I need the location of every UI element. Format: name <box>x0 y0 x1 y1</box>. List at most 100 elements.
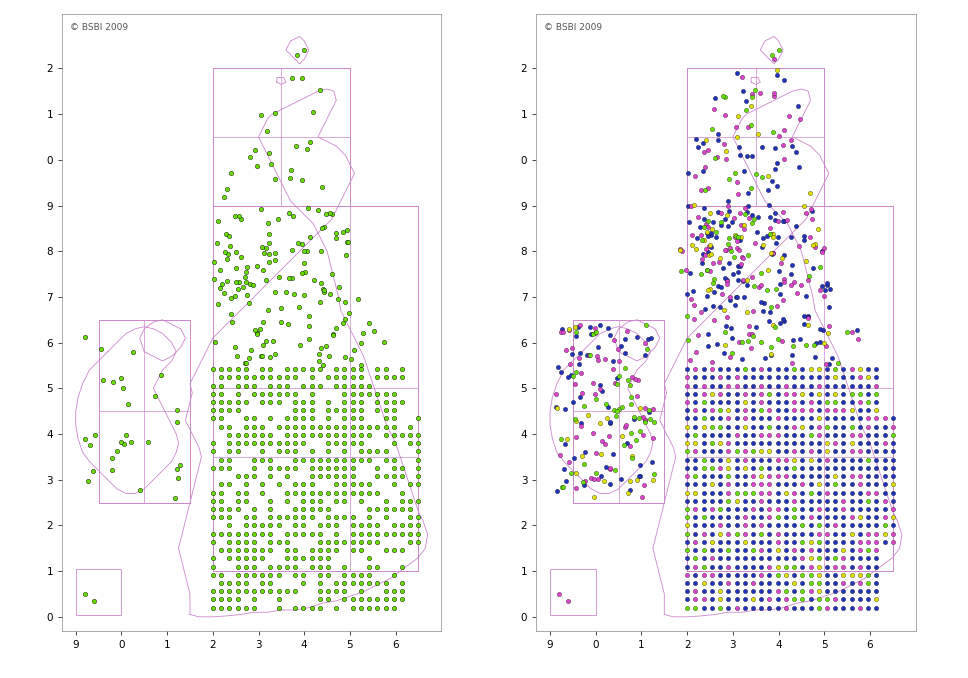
Point <box>704 388 719 399</box>
Point <box>553 450 568 461</box>
Point <box>238 479 254 490</box>
Point <box>279 363 294 374</box>
Point <box>753 536 769 547</box>
Point <box>738 203 753 214</box>
Point <box>295 496 311 506</box>
Point <box>818 285 833 296</box>
Point <box>255 553 270 563</box>
Point <box>345 454 360 465</box>
Point <box>573 420 589 431</box>
Point <box>267 108 283 119</box>
Point <box>320 504 336 515</box>
Point <box>279 446 294 457</box>
Point <box>213 462 228 473</box>
Point <box>109 445 125 456</box>
Point <box>219 184 234 195</box>
Point <box>271 479 287 490</box>
Point <box>273 317 288 327</box>
Point <box>786 496 802 506</box>
Point <box>337 388 352 399</box>
Point <box>312 380 327 391</box>
Point <box>386 479 402 490</box>
Point <box>828 602 843 613</box>
Point <box>831 358 846 369</box>
Point <box>320 512 336 523</box>
Point <box>696 553 711 563</box>
Point <box>711 256 727 267</box>
Point <box>704 536 719 547</box>
Point <box>795 438 810 449</box>
Point <box>593 471 609 481</box>
Point <box>633 402 649 413</box>
Point <box>279 471 294 481</box>
Point <box>328 233 344 243</box>
Point <box>222 429 237 440</box>
Point <box>795 528 810 539</box>
Point <box>229 380 245 391</box>
Point <box>729 586 744 597</box>
Point <box>225 317 240 327</box>
Point <box>312 602 327 613</box>
Point <box>764 176 779 186</box>
Point <box>868 454 884 465</box>
Point <box>629 332 645 343</box>
Point <box>720 520 736 531</box>
Point <box>844 429 860 440</box>
Point <box>312 471 327 481</box>
Point <box>811 380 827 391</box>
Point <box>680 536 695 547</box>
Point <box>238 266 254 277</box>
Point <box>729 553 744 563</box>
Point <box>216 192 231 203</box>
Point <box>802 462 818 473</box>
Point <box>318 340 334 351</box>
Point <box>732 149 747 160</box>
Point <box>828 421 843 432</box>
Point <box>605 448 620 459</box>
Point <box>696 578 711 589</box>
Point <box>786 602 802 613</box>
Point <box>238 561 254 572</box>
Point <box>786 528 802 539</box>
Point <box>386 372 402 383</box>
Point <box>636 479 651 490</box>
Point <box>366 325 381 336</box>
Point <box>729 132 744 142</box>
Point <box>295 413 311 424</box>
Point <box>820 279 835 290</box>
Point <box>304 496 319 506</box>
Point <box>861 512 876 523</box>
Point <box>262 438 278 449</box>
Point <box>284 273 299 283</box>
Point <box>700 216 715 226</box>
Point <box>687 421 703 432</box>
Point <box>624 453 640 464</box>
Point <box>772 279 788 290</box>
Point <box>704 230 719 241</box>
Point <box>745 446 761 457</box>
Point <box>320 536 336 547</box>
Point <box>403 429 418 440</box>
Point <box>737 438 752 449</box>
Point <box>868 496 884 506</box>
Point <box>778 544 794 555</box>
Point <box>852 561 867 572</box>
Point <box>255 421 270 432</box>
Point <box>394 578 409 589</box>
Point <box>729 235 744 246</box>
Point <box>727 299 742 310</box>
Point <box>213 282 228 293</box>
Point <box>720 528 736 539</box>
Point <box>345 413 360 424</box>
Point <box>762 487 777 498</box>
Point <box>868 397 884 407</box>
Point <box>589 393 604 404</box>
Point <box>694 258 710 268</box>
Point <box>386 413 402 424</box>
Point <box>737 471 752 481</box>
Point <box>852 594 867 605</box>
Point <box>762 429 777 440</box>
Point <box>703 242 718 253</box>
Point <box>852 454 867 465</box>
Point <box>861 487 876 498</box>
